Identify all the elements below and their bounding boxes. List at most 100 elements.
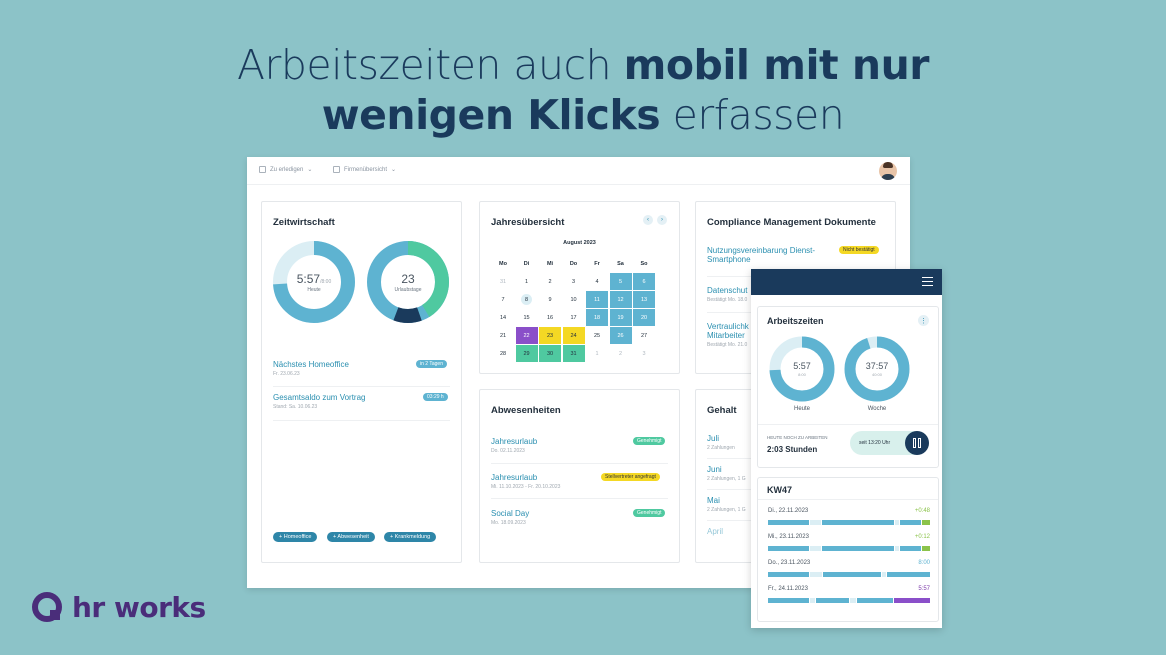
calendar-day[interactable]: 24 (562, 327, 585, 344)
calendar-day[interactable]: 14 (499, 314, 507, 321)
calendar-day[interactable]: 16 (546, 314, 554, 321)
card-title: Zeitwirtschaft (273, 217, 335, 228)
list-item[interactable]: April (707, 527, 724, 536)
menu-icon[interactable] (922, 277, 933, 286)
chevron-down-icon: ⌄ (307, 167, 313, 173)
add-absence-button[interactable]: + Abwesenheit (327, 532, 375, 542)
headline-text: Arbeitszeiten auch (237, 41, 624, 89)
calendar-day[interactable]: 17 (570, 314, 577, 321)
calendar-day[interactable]: 31 (562, 345, 585, 362)
card-title: KW47 (767, 485, 793, 495)
pause-icon (913, 438, 916, 448)
calendar-day[interactable]: 26 (609, 327, 632, 344)
calendar-day[interactable]: 4 (595, 278, 599, 285)
calendar-day[interactable]: 31 (499, 278, 507, 285)
calendar-day[interactable]: 9 (548, 296, 552, 303)
calendar-day[interactable]: 2 (548, 278, 552, 285)
card-jahresuebersicht: Jahresübersicht ‹ › August 2023 Mo Di Mi Do… (479, 201, 680, 374)
pause-button[interactable] (905, 431, 929, 455)
mobile-app: Arbeitszeiten ⋮ 5:57 8:00 Heute 37:57 40… (751, 269, 942, 628)
hrworks-logo: hr works (30, 590, 206, 624)
calendar-day[interactable]: 29 (515, 345, 538, 362)
donut-today: 5:57 8:00 (768, 335, 836, 403)
list-item[interactable]: Jahresurlaub Do. 02.11.2023 (491, 437, 538, 454)
add-sick-note-button[interactable]: + Krankmeldung (384, 532, 437, 542)
calendar-day[interactable]: 3 (642, 350, 646, 357)
list-item[interactable]: Jahresurlaub Mi. 11.10.2023 - Fr. 20.10.… (491, 473, 561, 490)
list-item[interactable]: Mai 2 Zahlungen, 1 G (707, 496, 746, 513)
status-badge: Genehmigt (633, 437, 666, 445)
status-badge: Stellvertreter angefragt (601, 473, 660, 481)
list-item[interactable]: Juni 2 Zahlungen, 1 G (707, 465, 746, 482)
calendar-day[interactable]: 19 (609, 309, 632, 326)
calendar-day[interactable]: 21 (499, 332, 507, 339)
card-kw: KW47 Di., 22.11.2023 +0:48 Mi., 23.11.2023… (757, 477, 939, 622)
row-value: 5:57 (918, 586, 930, 592)
list-item[interactable]: Vertraulichk Mitarbeiter Bestätigt Mo. 2… (707, 322, 749, 348)
calendar-day[interactable]: 1 (524, 278, 529, 285)
calendar-day[interactable]: 27 (640, 332, 648, 339)
headline-bold: mobil mit nur (623, 41, 930, 89)
row-value: +0:12 (914, 534, 930, 540)
day-row[interactable]: Mi., 23.11.2023 +0:12 (768, 534, 930, 551)
calendar-month: August 2023 (563, 240, 596, 246)
row-date: Di., 22.11.2023 (768, 508, 809, 514)
row-date: Mi., 23.11.2023 (768, 534, 809, 540)
calendar-day[interactable]: 20 (633, 309, 655, 326)
donut-today: 5:57/8:00 Heute (272, 240, 356, 324)
calendar-day[interactable]: 28 (499, 350, 507, 357)
card-title: Abwesenheiten (491, 405, 561, 416)
calendar-day[interactable]: 11 (586, 291, 608, 308)
add-homeoffice-button[interactable]: + Homeoffice (273, 532, 318, 542)
list-item[interactable]: Social Day Mo. 18.09.2023 (491, 509, 530, 526)
list-item[interactable]: Gesamtsaldo zum Vortrag Stand: Sa. 10.06… (273, 393, 366, 410)
calendar-day[interactable]: 3 (571, 278, 576, 285)
building-icon (333, 166, 340, 173)
weekday-label: So (640, 260, 648, 267)
calendar-day[interactable]: 5 (609, 273, 632, 290)
time-bar (768, 520, 930, 525)
prev-button[interactable]: ‹ (643, 215, 653, 225)
mobile-header (751, 269, 942, 295)
calendar-day[interactable]: 2 (618, 350, 623, 357)
calendar-day[interactable]: 23 (539, 327, 561, 344)
nav-todo[interactable]: Zu erledigen ⌄ (259, 166, 312, 173)
day-row[interactable]: Fr., 24.11.2023 5:57 (768, 586, 931, 603)
card-title: Arbeitszeiten (767, 316, 824, 326)
calendar-day[interactable]: 1 (595, 350, 599, 357)
list-item[interactable]: Nächstes Homeoffice Fr. 23.06.23 (273, 360, 349, 377)
calendar-day[interactable]: 15 (523, 314, 530, 321)
list-item[interactable]: Datenschut Bestätigt Mo. 18.0 (707, 286, 748, 303)
calendar-day[interactable]: 10 (570, 296, 577, 303)
list-item[interactable]: Nutzungsvereinbarung Dienst-Smartphone (707, 246, 816, 264)
time-bar (768, 572, 930, 577)
card-abwesenheiten: Abwesenheiten Jahresurlaub Do. 02.11.202… (479, 389, 680, 563)
calendar-day[interactable]: 8 (516, 291, 538, 308)
calendar-day[interactable]: 6 (633, 273, 655, 290)
weekday-label: Sa (617, 260, 624, 267)
logo-icon (30, 590, 64, 624)
calendar-day[interactable]: 25 (593, 332, 601, 339)
calendar-day[interactable]: 12 (609, 291, 632, 308)
day-row[interactable]: Di., 22.11.2023 +0:48 (768, 508, 930, 525)
time-bar (768, 546, 930, 551)
nav-company[interactable]: Firmenübersicht ⌄ (333, 166, 396, 173)
top-bar: Zu erledigen ⌄ Firmenübersicht ⌄ (247, 157, 910, 185)
row-date: Do., 23.11.2023 (768, 560, 811, 566)
avatar[interactable] (879, 162, 897, 180)
calendar-day[interactable]: 18 (586, 309, 608, 326)
info-icon[interactable]: ⋮ (918, 315, 929, 326)
calendar-day[interactable]: 7 (501, 296, 505, 303)
calendar-day[interactable]: 22 (515, 327, 538, 344)
card-title: Gehalt (707, 405, 737, 416)
donut-week: 37:57 40:00 (843, 335, 911, 403)
calendar-day[interactable]: 30 (539, 345, 561, 362)
list-item[interactable]: Juli 2 Zahlungen (707, 434, 735, 451)
status-badge: Genehmigt (633, 509, 666, 517)
status-badge: Nicht bestätigt (839, 246, 879, 254)
row-date: Fr., 24.11.2023 (768, 586, 808, 592)
calendar-day[interactable]: 13 (633, 291, 655, 308)
next-button[interactable]: › (657, 215, 667, 225)
card-title: Compliance Management Dokumente (707, 217, 876, 228)
day-row[interactable]: Do., 23.11.2023 8:00 (768, 560, 930, 577)
